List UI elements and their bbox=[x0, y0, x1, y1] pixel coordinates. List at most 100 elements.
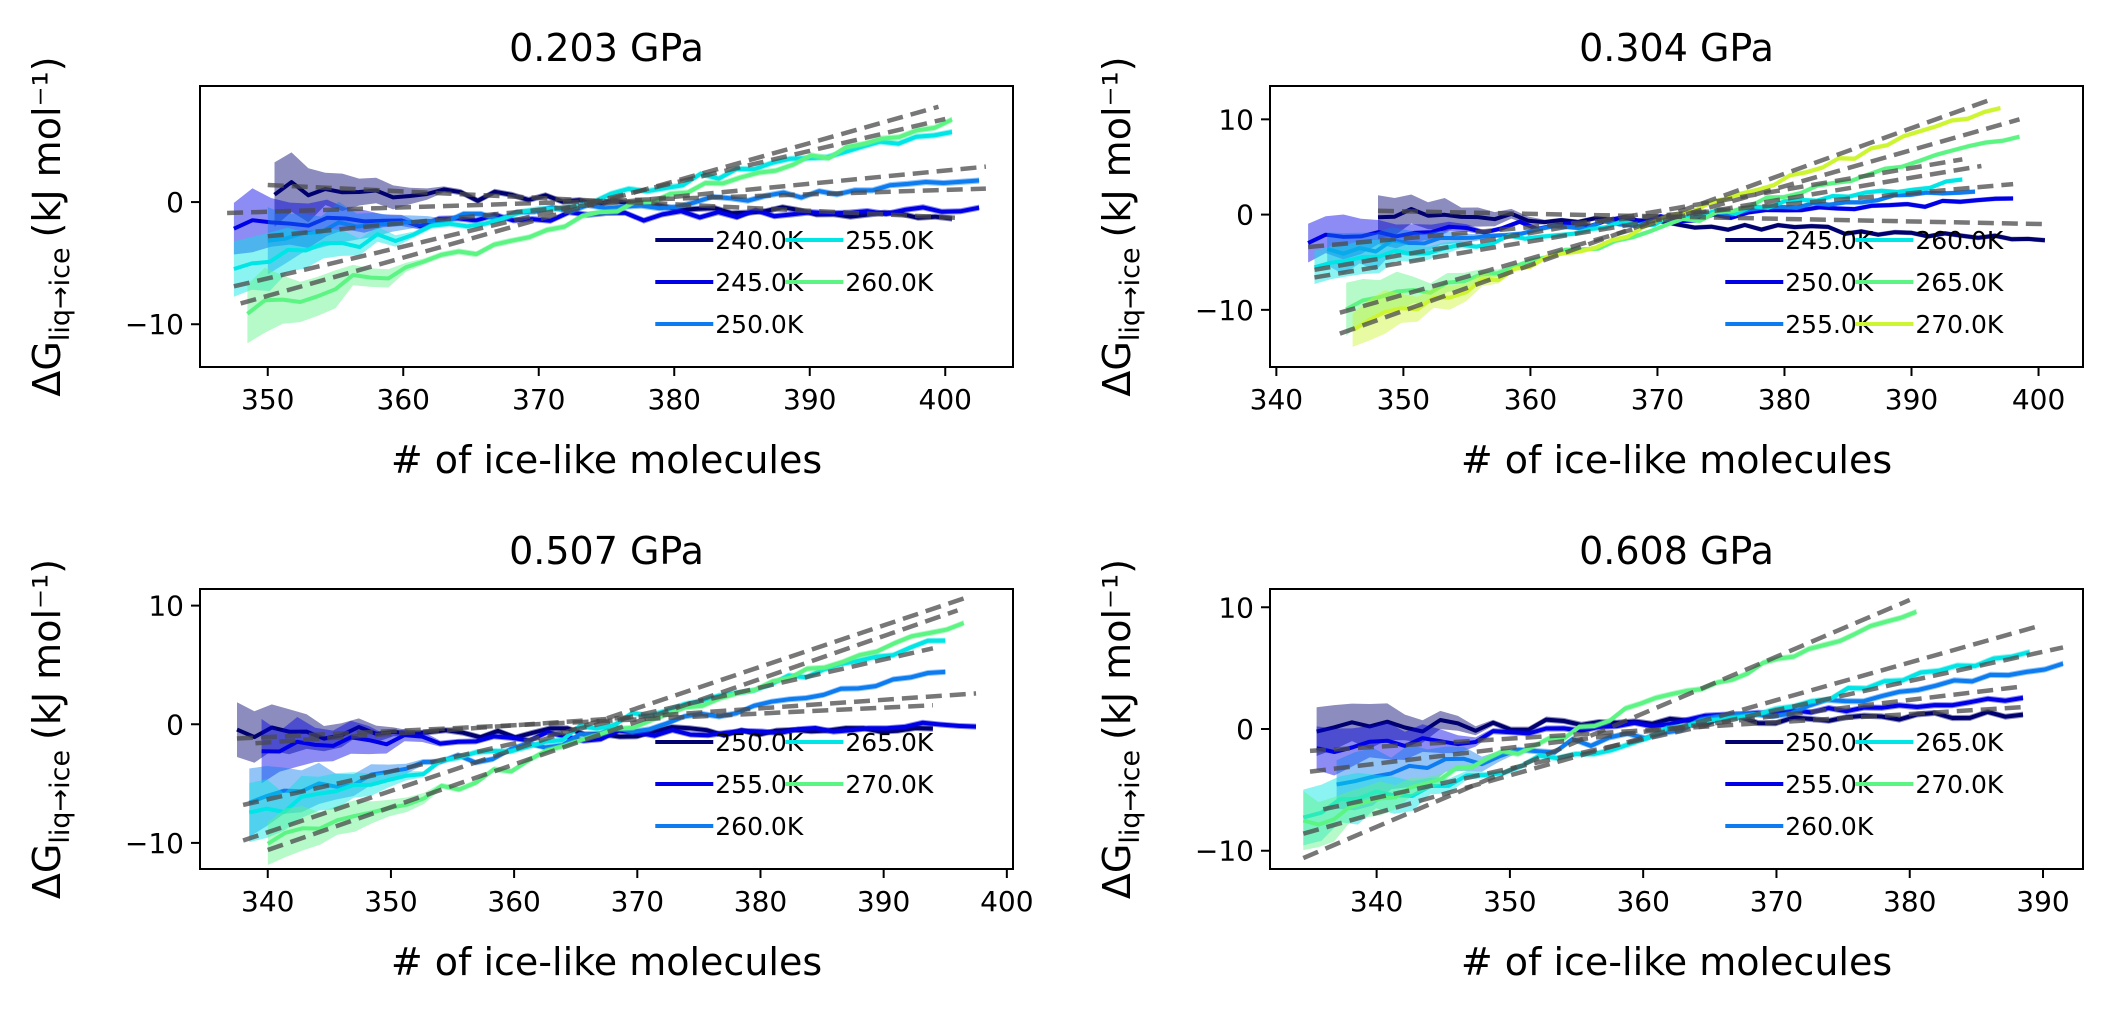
x-tick-label: 390 bbox=[1885, 383, 1938, 416]
y-tick-label: 10 bbox=[148, 590, 184, 623]
y-label-main: ΔG bbox=[1095, 844, 1139, 899]
plot-area bbox=[1307, 96, 2046, 347]
y-label-main: ΔG bbox=[1095, 341, 1139, 396]
band-255.0K bbox=[1316, 694, 2023, 776]
legend-label: 270.0K bbox=[1915, 770, 2004, 799]
x-tick-label: 360 bbox=[487, 885, 540, 918]
y-label-main: ΔG bbox=[25, 341, 69, 396]
y-tick-label: −10 bbox=[1195, 835, 1254, 868]
x-tick-label: 350 bbox=[1377, 383, 1430, 416]
y-label-sub: liq→ice bbox=[1115, 247, 1146, 341]
x-axis-label: # of ice-like molecules bbox=[1461, 940, 1892, 984]
legend-label: 265.0K bbox=[1915, 728, 2004, 757]
x-tick-label: 390 bbox=[783, 383, 836, 416]
fit-line-250.0K bbox=[267, 164, 987, 239]
fit-line-260.0K bbox=[242, 646, 934, 808]
y-tick-label: 0 bbox=[1236, 199, 1254, 232]
x-tick-label: 350 bbox=[364, 885, 417, 918]
x-tick-label: 400 bbox=[2012, 383, 2065, 416]
fit-line-260.0K bbox=[240, 104, 940, 306]
x-tick-label: 380 bbox=[734, 885, 787, 918]
fit-line-265.0K bbox=[1302, 624, 2037, 836]
y-axis-label: ΔGliq→ice (kJ mol⁻¹) bbox=[25, 559, 76, 899]
y-label-sub: liq→ice bbox=[1115, 750, 1146, 844]
x-tick-label: 360 bbox=[1616, 885, 1669, 918]
y-tick-label: −10 bbox=[1195, 294, 1254, 327]
panel-4: 340 350 360 370 380 390 −10 0 10 0.608 GPa # of ic… bbox=[1095, 529, 2084, 984]
y-axis-label: ΔGliq→ice (kJ mol⁻¹) bbox=[25, 56, 76, 396]
fit-line-270.0K bbox=[1302, 597, 1911, 861]
x-tick-label: 340 bbox=[1350, 885, 1403, 918]
y-axis-label: ΔGliq→ice (kJ mol⁻¹) bbox=[1095, 559, 1146, 899]
x-tick-label: 380 bbox=[1883, 885, 1936, 918]
panel-1: 350 360 370 380 390 400 −10 0 0.203 GPa # of ice-… bbox=[25, 26, 1014, 482]
x-tick-label: 380 bbox=[648, 383, 701, 416]
y-label-main: ΔG bbox=[25, 844, 69, 899]
x-axis-label: # of ice-like molecules bbox=[391, 940, 822, 984]
axes-frame bbox=[199, 85, 1014, 368]
series-line-245.0K bbox=[1377, 207, 2046, 243]
series-line-265.0K bbox=[1345, 134, 2020, 312]
x-tick-label: 400 bbox=[980, 885, 1033, 918]
legend-label: 260.0K bbox=[1785, 812, 1874, 841]
fit-line-245.0K bbox=[1377, 208, 2045, 227]
y-tick-label: 0 bbox=[166, 708, 184, 741]
y-tick-label: 10 bbox=[1218, 103, 1254, 136]
plot-area bbox=[236, 596, 977, 865]
fit-line-260.0K bbox=[1322, 645, 2064, 812]
x-tick-label: 360 bbox=[1504, 383, 1557, 416]
x-axis-label: # of ice-like molecules bbox=[1461, 438, 1892, 482]
x-tick-label: 340 bbox=[1250, 383, 1303, 416]
axes-frame bbox=[199, 588, 1014, 870]
y-tick-label: 10 bbox=[1218, 591, 1254, 624]
legend-label: 250.0K bbox=[715, 310, 804, 339]
y-label-unit: (kJ mol⁻¹) bbox=[1095, 559, 1139, 740]
legend-label: 260.0K bbox=[845, 268, 934, 297]
legend-label: 265.0K bbox=[845, 728, 934, 757]
x-tick-label: 390 bbox=[857, 885, 910, 918]
x-tick-label: 390 bbox=[2016, 885, 2069, 918]
panel-title: 0.608 GPa bbox=[1579, 529, 1774, 573]
band-250.0K bbox=[267, 177, 980, 275]
fit-line-250.0K bbox=[236, 703, 934, 741]
legend-label: 270.0K bbox=[845, 770, 934, 799]
x-axis-label: # of ice-like molecules bbox=[391, 438, 822, 482]
plot-area bbox=[227, 104, 987, 344]
fit-line-245.0K bbox=[227, 186, 986, 216]
x-tick-label: 350 bbox=[1483, 885, 1536, 918]
x-tick-label: 380 bbox=[1758, 383, 1811, 416]
legend-label: 260.0K bbox=[1915, 226, 2004, 255]
x-tick-label: 370 bbox=[1631, 383, 1684, 416]
y-tick-label: 0 bbox=[1236, 713, 1254, 746]
legend-label: 255.0K bbox=[845, 226, 934, 255]
x-tick-label: 350 bbox=[241, 383, 294, 416]
band-260.0K bbox=[247, 116, 952, 344]
y-label-sub: liq→ice bbox=[45, 750, 76, 844]
y-label-sub: liq→ice bbox=[45, 247, 76, 341]
y-tick-label: −10 bbox=[125, 827, 184, 860]
x-tick-label: 370 bbox=[512, 383, 565, 416]
legend-label: 270.0K bbox=[1915, 310, 2004, 339]
x-tick-label: 400 bbox=[919, 383, 972, 416]
plot-area bbox=[1302, 597, 2064, 861]
series-line-255.0K bbox=[1316, 695, 2024, 754]
panel-3: 340 350 360 370 380 390 400 −10 0 10 0.507 GPa # of… bbox=[25, 529, 1034, 984]
series-line-260.0K bbox=[246, 117, 953, 316]
fit-line-255.0K bbox=[233, 116, 946, 289]
panel-title: 0.304 GPa bbox=[1579, 26, 1774, 70]
series-line-250.0K bbox=[1316, 709, 2024, 734]
x-tick-label: 360 bbox=[377, 383, 430, 416]
fit-line-260.0K bbox=[1314, 157, 1963, 273]
fit-line-270.0K bbox=[267, 608, 959, 853]
y-tick-label: −10 bbox=[125, 308, 184, 341]
y-label-unit: (kJ mol⁻¹) bbox=[1095, 56, 1139, 237]
axes-frame bbox=[1269, 85, 2084, 368]
legend-label: 265.0K bbox=[1915, 268, 2004, 297]
fit-line-265.0K bbox=[1339, 117, 2021, 315]
panel-2: 340 350 360 370 380 390 400 −10 0 10 0.304 GPa # of… bbox=[1095, 26, 2084, 482]
panel-title: 0.203 GPa bbox=[509, 26, 704, 70]
